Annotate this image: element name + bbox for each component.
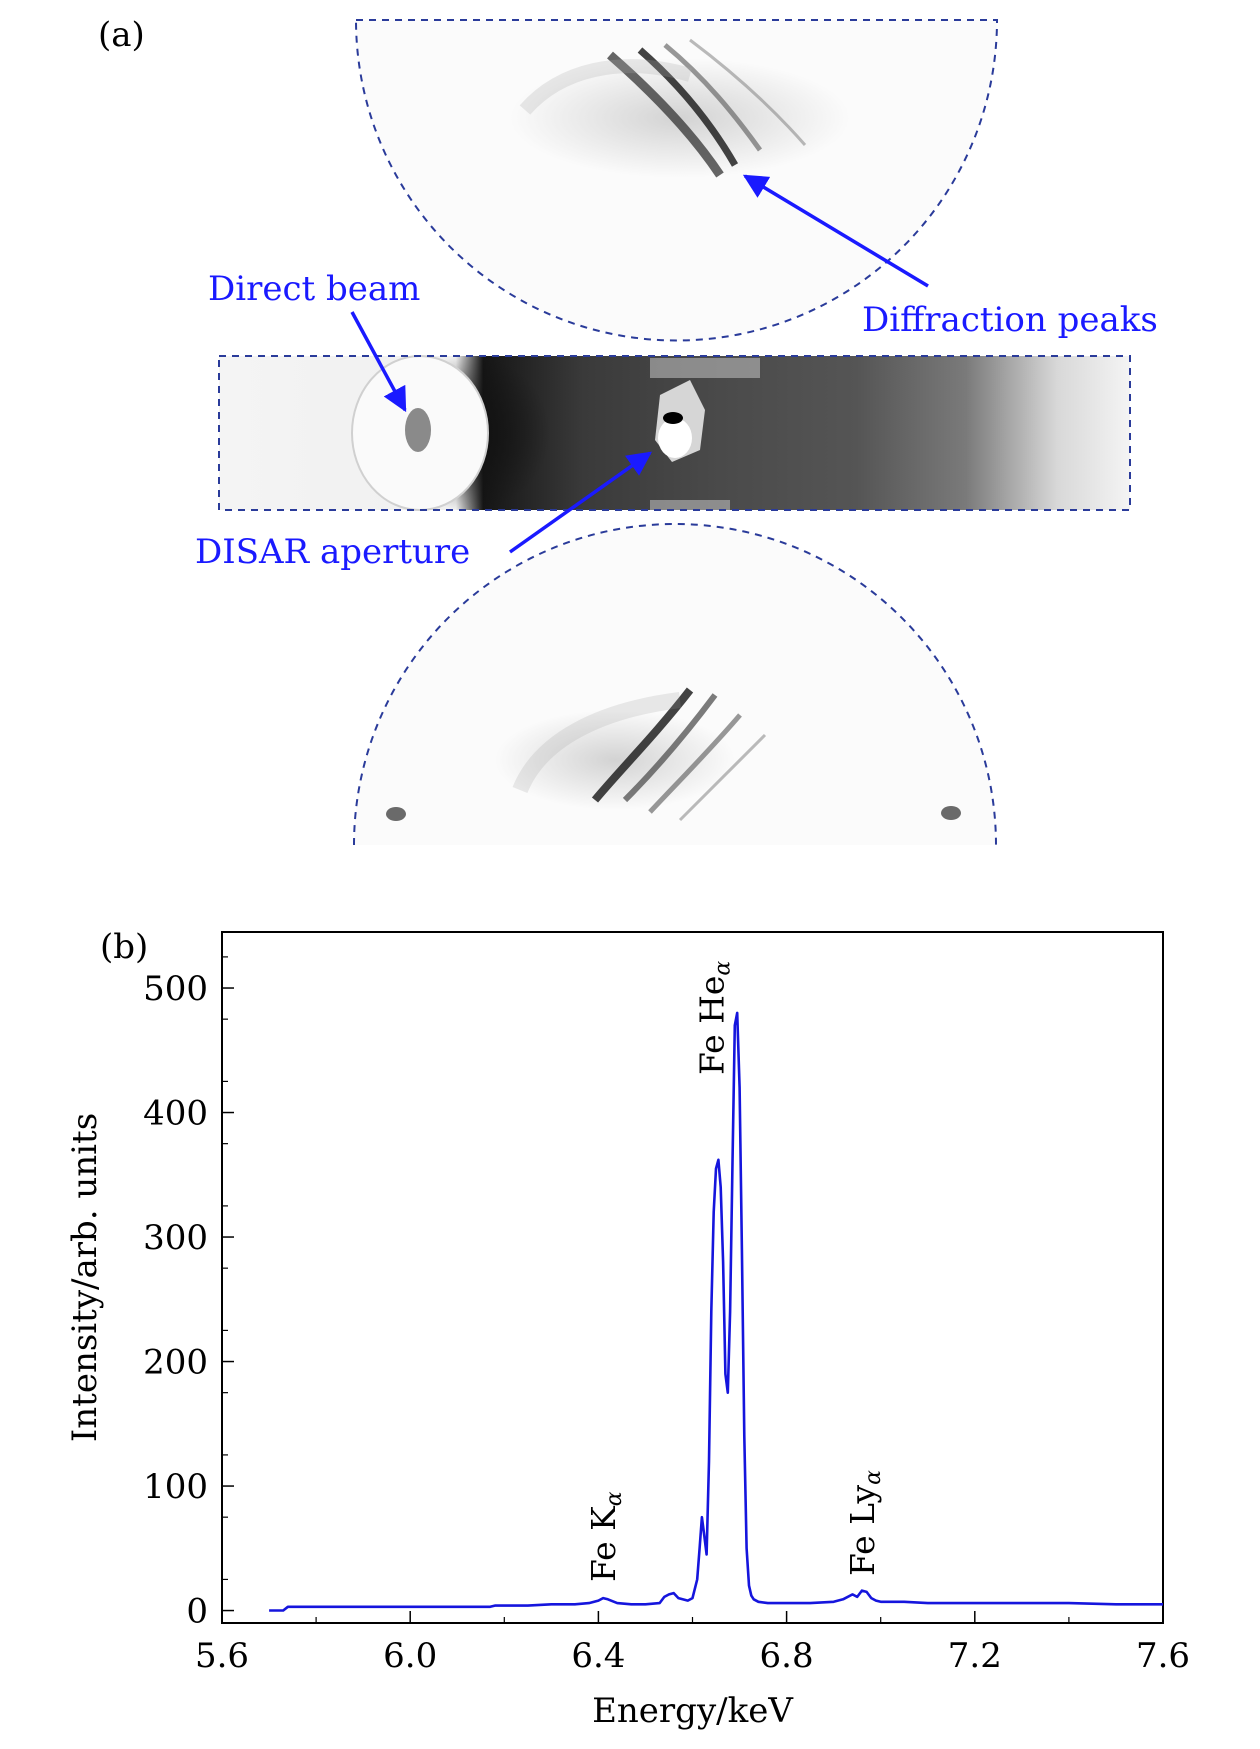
diffraction-arc — [678, 733, 767, 822]
diffraction-arc — [637, 47, 739, 167]
y-tick-label: 500 — [143, 969, 208, 1009]
direct-beam-spot — [405, 408, 431, 452]
y-axis-title: Intensity/arb. units — [65, 1113, 105, 1442]
fe-lya-label-sub: α — [861, 1470, 886, 1485]
x-tick-label: 5.6 — [195, 1636, 249, 1676]
spectrum-chart: 5.6 6.0 6.4 6.8 7.2 7.6 0 100 200 300 400 500 Energy… — [65, 931, 1190, 1731]
x-tick-label: 6.0 — [383, 1636, 437, 1676]
y-tick-label: 300 — [143, 1218, 208, 1258]
x-tick-label: 6.8 — [760, 1636, 814, 1676]
bottom-right-spot — [941, 806, 961, 820]
y-tick-label: 200 — [143, 1343, 208, 1383]
diffraction-arc — [622, 693, 718, 803]
y-tick-label: 400 — [143, 1094, 208, 1134]
diffraction-peaks-arrow — [742, 174, 929, 288]
fe-hea-label-sub: α — [710, 961, 735, 976]
top-detector-outline — [355, 19, 999, 342]
spectrum-line — [269, 1011, 1163, 1612]
panel-b-label: (b) — [100, 927, 148, 967]
x-tick-label: 6.4 — [571, 1636, 625, 1676]
bottom-detector-image — [353, 523, 997, 846]
disar-aperture-hole — [658, 418, 692, 458]
y-tick-label: 100 — [143, 1467, 208, 1507]
fe-lya-label: Fe Lyα — [843, 1470, 886, 1576]
disar-aperture-arrow — [508, 451, 653, 554]
top-detector-image — [355, 19, 999, 342]
diffraction-peaks-label: Diffraction peaks — [862, 300, 1158, 340]
diffraction-arc — [663, 43, 763, 152]
fe-ka-label: Fe Kα — [584, 1491, 627, 1582]
fe-lya-label-main: Fe Ly — [843, 1485, 882, 1576]
x-tick-label: 7.2 — [948, 1636, 1002, 1676]
bottom-detector-outline — [353, 523, 997, 846]
diffraction-arc — [591, 687, 694, 803]
diffraction-arc — [648, 713, 742, 814]
x-tick-label: 7.6 — [1136, 1636, 1190, 1676]
direct-beam-label: Direct beam — [208, 269, 420, 309]
x-axis-title: Energy/keV — [592, 1691, 794, 1731]
fe-ka-label-sub: α — [602, 1491, 627, 1506]
fe-hea-label: Fe Heα — [692, 961, 735, 1075]
middle-strip-image — [218, 355, 1131, 511]
bottom-left-spot — [386, 807, 406, 821]
middle-strip-outline — [218, 355, 1131, 511]
y-tick-label: 0 — [186, 1592, 208, 1632]
fe-hea-label-main: Fe He — [692, 976, 731, 1075]
direct-beam-arrow — [350, 311, 407, 413]
fe-ka-label-main: Fe K — [584, 1505, 623, 1582]
diffraction-arc — [607, 51, 724, 178]
disar-aperture-label: DISAR aperture — [195, 532, 470, 572]
panel-b: (b) 5.6 6.0 6.4 6.8 7.2 7.6 0 100 200 300 400 500 En… — [65, 927, 1190, 1731]
diffraction-arc — [689, 38, 807, 146]
panel-a: (a) — [98, 15, 1158, 846]
panel-a-label: (a) — [98, 15, 145, 55]
